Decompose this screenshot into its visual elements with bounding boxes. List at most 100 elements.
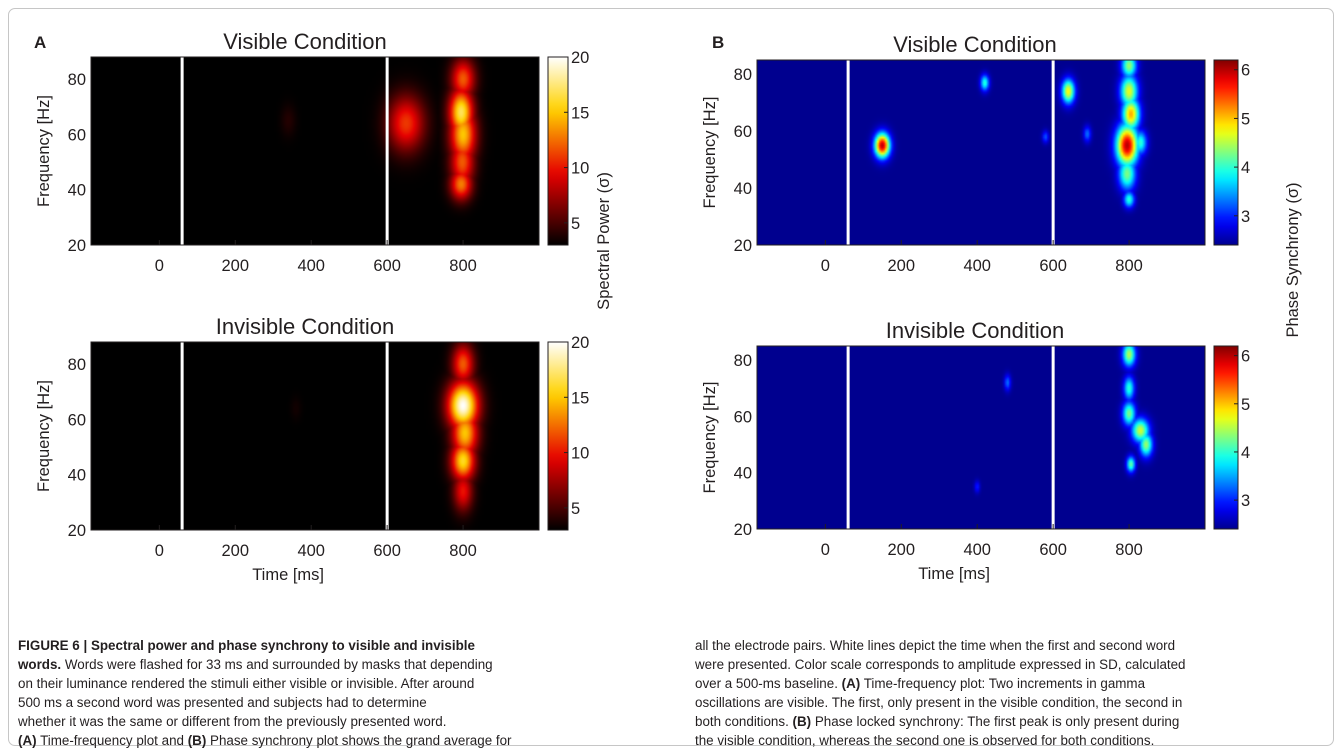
caption-text: were presented. Color scale corresponds …: [695, 657, 1186, 672]
plot-title: Visible Condition: [893, 32, 1056, 57]
plot-frame: [756, 345, 1206, 530]
caption-line: all the electrode pairs. White lines dep…: [695, 636, 1325, 655]
x-tick-label: 400: [297, 542, 325, 560]
x-tick-label: 800: [449, 542, 477, 560]
caption-text: both conditions.: [695, 714, 793, 729]
colorbar-tick-label: 10: [571, 160, 589, 178]
colorbar-tick-label: 15: [571, 389, 589, 407]
plot-frame: [756, 59, 1206, 246]
caption-line: whether it was the same or different fro…: [18, 712, 638, 731]
y-tick-label: 20: [734, 237, 752, 255]
x-tick-label: 800: [1115, 257, 1143, 275]
y-axis-label: Frequency [Hz]: [35, 380, 53, 492]
caption-text: Time-frequency plot: Two increments in g…: [860, 676, 1146, 691]
y-tick-label: 20: [68, 522, 86, 540]
colorbar-tick-label: 5: [571, 500, 580, 518]
colorbar-tick-label: 10: [571, 445, 589, 463]
panel-label-b: B: [712, 33, 724, 52]
y-tick-label: 80: [734, 352, 752, 370]
colorbar: [1213, 59, 1239, 246]
caption-text: Time-frequency plot and: [36, 733, 188, 748]
x-tick-label: 200: [222, 257, 250, 275]
heatmap-image: [757, 346, 1205, 529]
y-tick-label: 80: [68, 71, 86, 89]
y-tick-label: 20: [68, 237, 86, 255]
y-tick-label: 60: [734, 123, 752, 141]
figure-caption: FIGURE 6 | Spectral power and phase sync…: [18, 636, 1324, 748]
colorbar-tick-label: 5: [1241, 110, 1250, 128]
caption-line: words. Words were flashed for 33 ms and …: [18, 655, 638, 674]
x-tick-label: 200: [888, 541, 916, 559]
plot-title: Visible Condition: [223, 29, 386, 54]
caption-text: (B): [187, 733, 207, 748]
y-tick-label: 60: [68, 126, 86, 144]
caption-line: oscillations are visible. The first, onl…: [695, 693, 1325, 712]
caption-line: over a 500-ms baseline. (A) Time-frequen…: [695, 674, 1325, 693]
caption-text: Phase locked synchrony: The first peak i…: [811, 714, 1180, 729]
caption-line: on their luminance rendered the stimuli …: [18, 674, 638, 693]
colorbar-tick-label: 3: [1241, 208, 1250, 226]
x-tick-label: 600: [373, 257, 401, 275]
x-tick-label: 200: [888, 257, 916, 275]
x-tick-label: 800: [449, 257, 477, 275]
colorbar-tick-label: 20: [571, 49, 589, 67]
plot-frame: [90, 341, 540, 531]
caption-text: (B): [792, 714, 812, 729]
caption-text: (A): [18, 733, 37, 748]
y-tick-label: 80: [734, 66, 752, 84]
caption-text: over a 500-ms baseline.: [695, 676, 842, 691]
y-tick-label: 40: [68, 467, 86, 485]
x-tick-label: 200: [222, 542, 250, 560]
caption-text: 500 ms a second word was presented and s…: [18, 695, 427, 710]
caption-text: Phase synchrony plot shows the grand ave…: [206, 733, 512, 748]
caption-line: FIGURE 6 | Spectral power and phase sync…: [18, 636, 638, 655]
x-axis-label: Time [ms]: [252, 566, 324, 584]
x-tick-label: 400: [963, 257, 991, 275]
caption-line: were presented. Color scale corresponds …: [695, 655, 1325, 674]
caption-text: words.: [18, 657, 62, 672]
x-tick-label: 600: [1039, 541, 1067, 559]
caption-left-column: FIGURE 6 | Spectral power and phase sync…: [18, 636, 638, 750]
caption-right-column: all the electrode pairs. White lines dep…: [695, 636, 1325, 750]
colorbar-tick-label: 20: [571, 334, 589, 352]
x-tick-label: 0: [155, 542, 164, 560]
x-tick-label: 600: [373, 542, 401, 560]
colorbar-label: Spectral Power (σ): [595, 172, 613, 310]
x-tick-label: 400: [963, 541, 991, 559]
colorbar: [547, 56, 569, 246]
caption-text: Words were flashed for 33 ms and surroun…: [61, 657, 493, 672]
caption-text: whether it was the same or different fro…: [18, 714, 447, 729]
heatmap-image: [91, 57, 539, 245]
caption-text: the visible condition, whereas the secon…: [695, 733, 1155, 748]
x-tick-label: 0: [155, 257, 164, 275]
plot-frame: [90, 56, 540, 246]
colorbar-tick-label: 15: [571, 104, 589, 122]
colorbar-tick-label: 5: [571, 215, 580, 233]
y-tick-label: 20: [734, 521, 752, 539]
y-tick-label: 40: [734, 465, 752, 483]
x-tick-label: 0: [821, 541, 830, 559]
caption-line: the visible condition, whereas the secon…: [695, 731, 1325, 750]
y-tick-label: 60: [68, 411, 86, 429]
y-tick-label: 40: [734, 180, 752, 198]
x-axis-label: Time [ms]: [918, 565, 990, 583]
panel-label-a: A: [34, 33, 46, 52]
caption-line: 500 ms a second word was presented and s…: [18, 693, 638, 712]
caption-line: (A) Time-frequency plot and (B) Phase sy…: [18, 731, 638, 750]
y-axis-label: Frequency [Hz]: [701, 97, 719, 209]
x-tick-label: 0: [821, 257, 830, 275]
caption-text: on their luminance rendered the stimuli …: [18, 676, 475, 691]
colorbar-tick-label: 6: [1241, 348, 1250, 366]
colorbar: [1213, 345, 1239, 530]
y-tick-label: 80: [68, 356, 86, 374]
heatmap-image: [757, 60, 1205, 245]
caption-text: FIGURE 6 | Spectral power and phase sync…: [18, 638, 475, 653]
colorbar-tick-label: 4: [1241, 444, 1250, 462]
y-tick-label: 40: [68, 182, 86, 200]
y-axis-label: Frequency [Hz]: [701, 382, 719, 494]
plot-title: Invisible Condition: [216, 314, 395, 339]
colorbar-label: Phase Synchrony (σ): [1284, 182, 1302, 337]
caption-line: both conditions. (B) Phase locked synchr…: [695, 712, 1325, 731]
colorbar-tick-label: 5: [1241, 396, 1250, 414]
y-axis-label: Frequency [Hz]: [35, 95, 53, 207]
